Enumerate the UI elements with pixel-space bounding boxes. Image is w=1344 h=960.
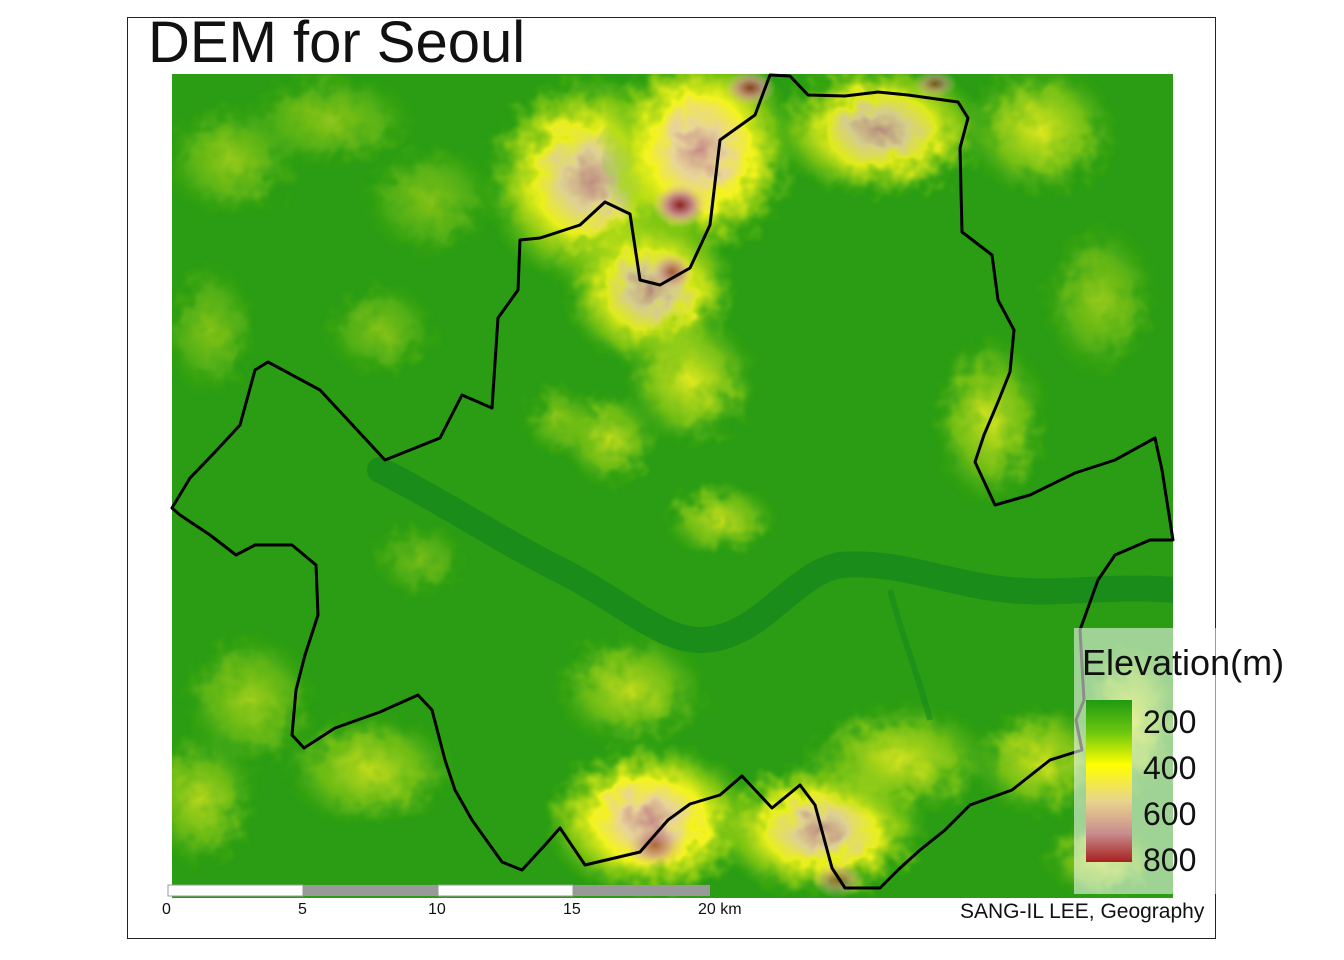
- legend-label-600: 600: [1143, 796, 1197, 832]
- legend-label-800: 800: [1143, 842, 1197, 878]
- legend-color-ramp: [1086, 700, 1132, 862]
- scale-label-10: 10: [428, 901, 446, 918]
- legend-label-400: 400: [1143, 750, 1197, 786]
- map-frame: [127, 17, 1216, 939]
- scale-label-0: 0: [162, 901, 171, 918]
- map-title: DEM for Seoul: [148, 10, 526, 75]
- legend-title: Elevation(m): [1082, 642, 1285, 683]
- han-river: [367, 457, 1173, 654]
- peak-bukhansan: [652, 183, 708, 227]
- scale-label-15: 15: [563, 901, 581, 918]
- legend-label-200: 200: [1143, 704, 1197, 740]
- seoul-boundary: [170, 73, 1175, 890]
- scale-label-20km: 20 km: [698, 901, 742, 918]
- credit-text: SANG-IL LEE, Geography: [960, 900, 1205, 923]
- scale-label-5: 5: [298, 901, 307, 918]
- elevation-raster: [172, 74, 1173, 898]
- scale-bar: [167, 884, 710, 897]
